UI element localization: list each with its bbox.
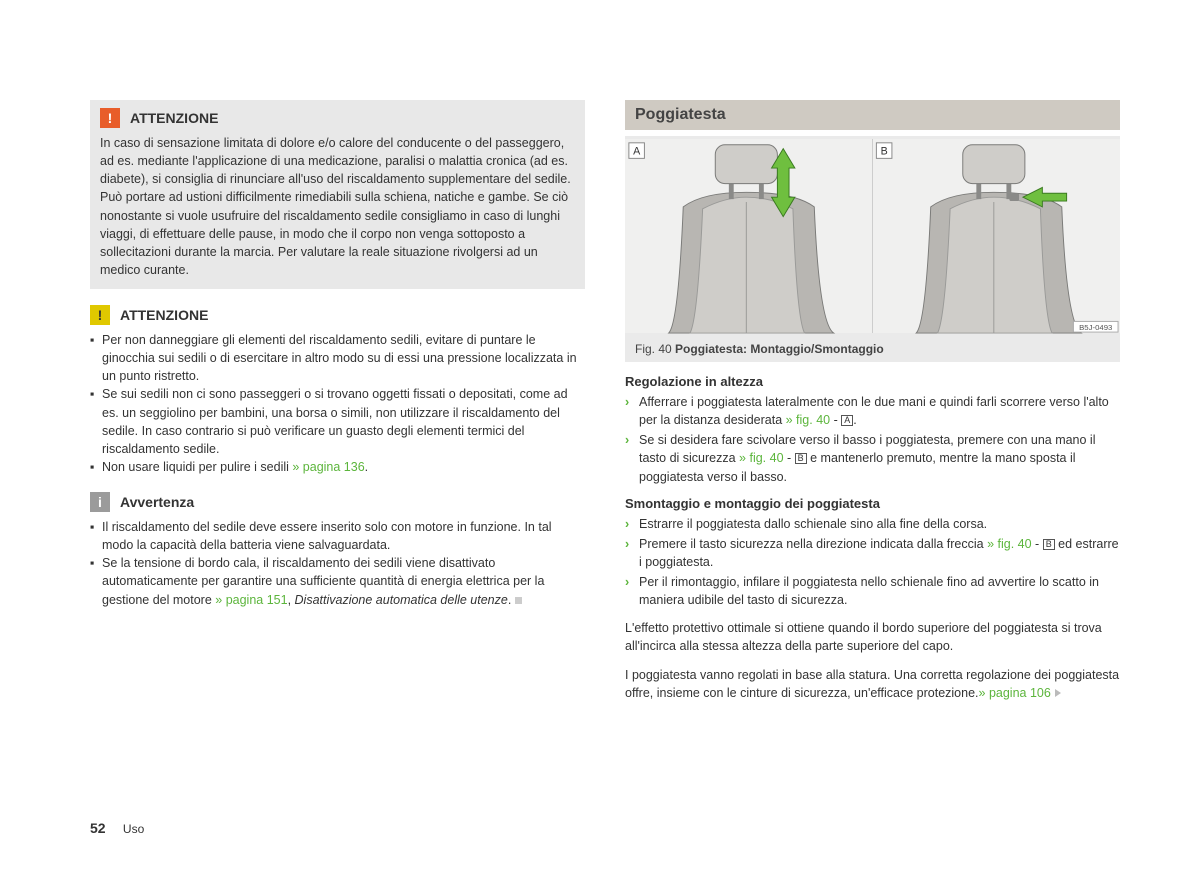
note-header: i Avvertenza	[90, 492, 585, 512]
footer-section: Uso	[123, 822, 144, 836]
warning-box-danger: ! ATTENZIONE In caso di sensazione limit…	[90, 100, 585, 289]
paragraph: L'effetto protettivo ottimale si ottiene…	[625, 619, 1120, 655]
caution-icon: !	[90, 305, 110, 325]
left-column: ! ATTENZIONE In caso di sensazione limit…	[90, 100, 585, 702]
svg-text:B5J-0493: B5J-0493	[1079, 323, 1112, 332]
svg-text:B: B	[881, 145, 888, 157]
fig-link[interactable]: » fig. 40	[786, 413, 830, 427]
warning-title: ATTENZIONE	[130, 110, 218, 126]
caution-header: ! ATTENZIONE	[90, 305, 585, 325]
headrest-diagram: A B	[625, 136, 1120, 336]
warning-text: In caso di sensazione limitata di dolore…	[100, 134, 575, 279]
right-column: Poggiatesta A B	[625, 100, 1120, 702]
page-number: 52	[90, 820, 106, 836]
subheading-height: Regolazione in altezza	[625, 374, 1120, 389]
warning-icon: !	[100, 108, 120, 128]
subheading-mount: Smontaggio e montaggio dei poggiatesta	[625, 496, 1120, 511]
info-icon: i	[90, 492, 110, 512]
height-steps: ›Afferrare i poggiatesta lateralmente co…	[625, 393, 1120, 486]
paragraph: I poggiatesta vanno regolati in base all…	[625, 666, 1120, 702]
page-footer: 52 Uso	[90, 820, 144, 836]
end-marker-icon	[515, 597, 522, 604]
page-link[interactable]: » pagina 151	[215, 593, 287, 607]
caution-list: ▪Per non danneggiare gli elementi del ri…	[90, 331, 585, 476]
svg-text:A: A	[633, 145, 641, 157]
fig-link[interactable]: » fig. 40	[987, 537, 1031, 551]
page-link[interactable]: » pagina 106	[979, 686, 1051, 700]
continue-icon	[1055, 689, 1061, 697]
note-list: ▪Il riscaldamento del sedile deve essere…	[90, 518, 585, 609]
caution-title: ATTENZIONE	[120, 307, 208, 323]
mount-steps: ›Estrarre il poggiatesta dallo schienale…	[625, 515, 1120, 610]
figure-caption: Fig. 40 Poggiatesta: Montaggio/Smontaggi…	[625, 336, 1120, 356]
page-link[interactable]: » pagina 136	[292, 460, 364, 474]
section-heading: Poggiatesta	[625, 100, 1120, 130]
note-title: Avvertenza	[120, 494, 194, 510]
fig-link[interactable]: » fig. 40	[739, 451, 783, 465]
figure-40: A B	[625, 136, 1120, 362]
